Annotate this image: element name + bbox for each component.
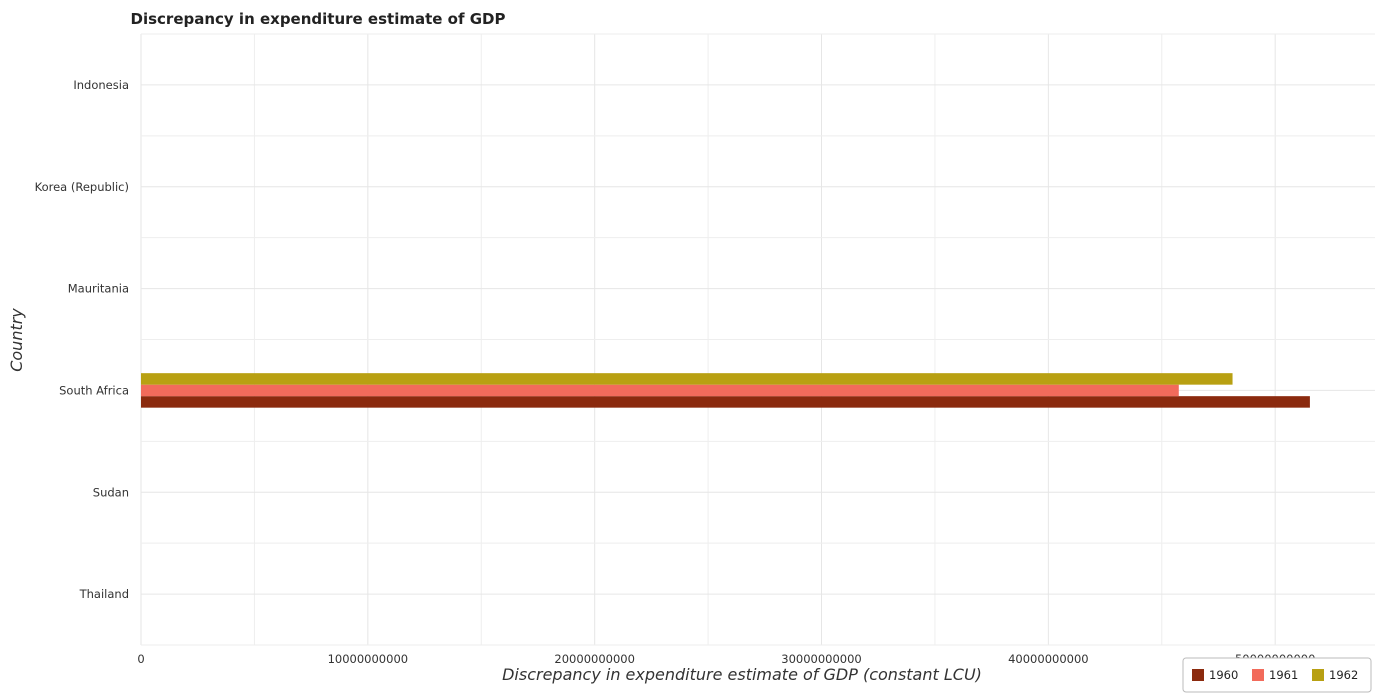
bar-1961	[141, 384, 1179, 397]
x-tick-label: 10000000000	[328, 652, 408, 666]
y-tick-label: South Africa	[59, 383, 129, 397]
bar-1962	[141, 373, 1233, 385]
bars	[141, 373, 1310, 408]
legend-swatch	[1192, 669, 1204, 681]
x-tick-labels: 0 10000000000 20000000000 30000000000 400000…	[137, 652, 1315, 666]
x-tick-label: 20000000000	[554, 652, 634, 666]
bar-1960	[141, 396, 1310, 408]
chart-title: Discrepancy in expenditure estimate of G…	[131, 10, 506, 28]
legend: 1960 1961 1962	[1182, 657, 1372, 693]
legend-label: 1961	[1269, 668, 1298, 682]
y-tick-label: Indonesia	[73, 78, 129, 92]
y-tick-label: Thailand	[79, 587, 129, 601]
x-tick-label: 0	[137, 652, 144, 666]
legend-swatch	[1252, 669, 1264, 681]
y-tick-label: Sudan	[93, 485, 129, 499]
legend-label: 1960	[1209, 668, 1238, 682]
grid	[140, 33, 1375, 646]
y-tick-label: Mauritania	[68, 282, 129, 296]
y-axis-label: Country	[7, 308, 26, 372]
x-tick-label: 40000000000	[1008, 652, 1088, 666]
x-axis-label: Discrepancy in expenditure estimate of G…	[502, 665, 982, 684]
legend-label: 1962	[1329, 668, 1358, 682]
legend-box	[1182, 657, 1372, 693]
x-tick-label: 30000000000	[781, 652, 861, 666]
legend-swatch	[1312, 669, 1324, 681]
y-tick-label: Korea (Republic)	[35, 180, 129, 194]
y-tick-labels: Indonesia Korea (Republic) Mauritania South…	[35, 78, 129, 601]
